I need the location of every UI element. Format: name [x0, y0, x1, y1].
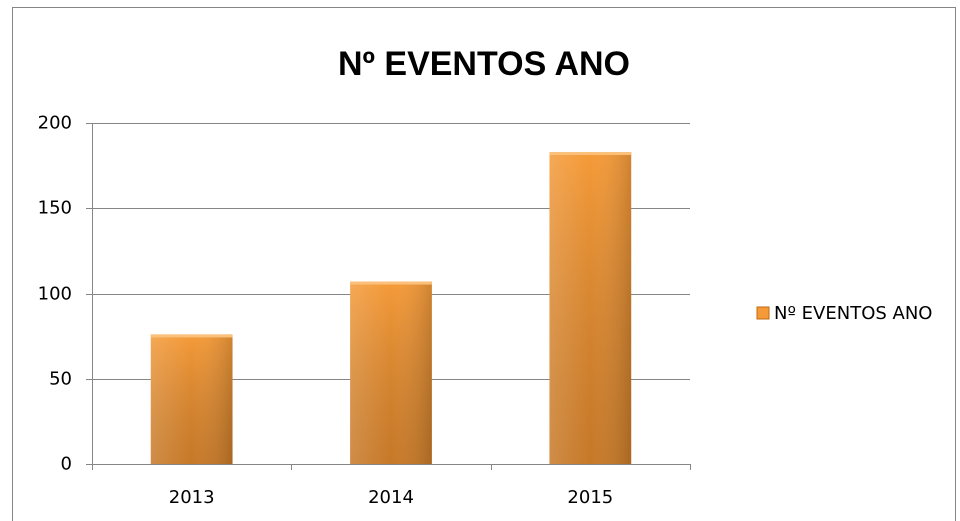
bar-shine — [350, 281, 432, 464]
x-tick-label: 2014 — [368, 487, 414, 508]
chart-title: Nº EVENTOS ANO — [338, 45, 630, 83]
x-tick-label: 2013 — [169, 487, 215, 508]
x-tick-label: 2015 — [567, 487, 613, 508]
y-tick-label: 200 — [38, 113, 72, 134]
bar-top — [150, 334, 233, 338]
bar-shine — [549, 151, 632, 465]
legend-label: Nº EVENTOS ANO — [774, 303, 932, 324]
bar-top — [350, 281, 432, 285]
y-tick-label: 100 — [38, 284, 72, 305]
y-tick-label: 50 — [49, 369, 72, 390]
bar-top — [549, 151, 632, 155]
y-tick-label: 0 — [61, 454, 72, 475]
bar-shine — [150, 334, 233, 464]
y-tick-label: 150 — [38, 198, 72, 219]
legend-swatch — [756, 306, 770, 320]
